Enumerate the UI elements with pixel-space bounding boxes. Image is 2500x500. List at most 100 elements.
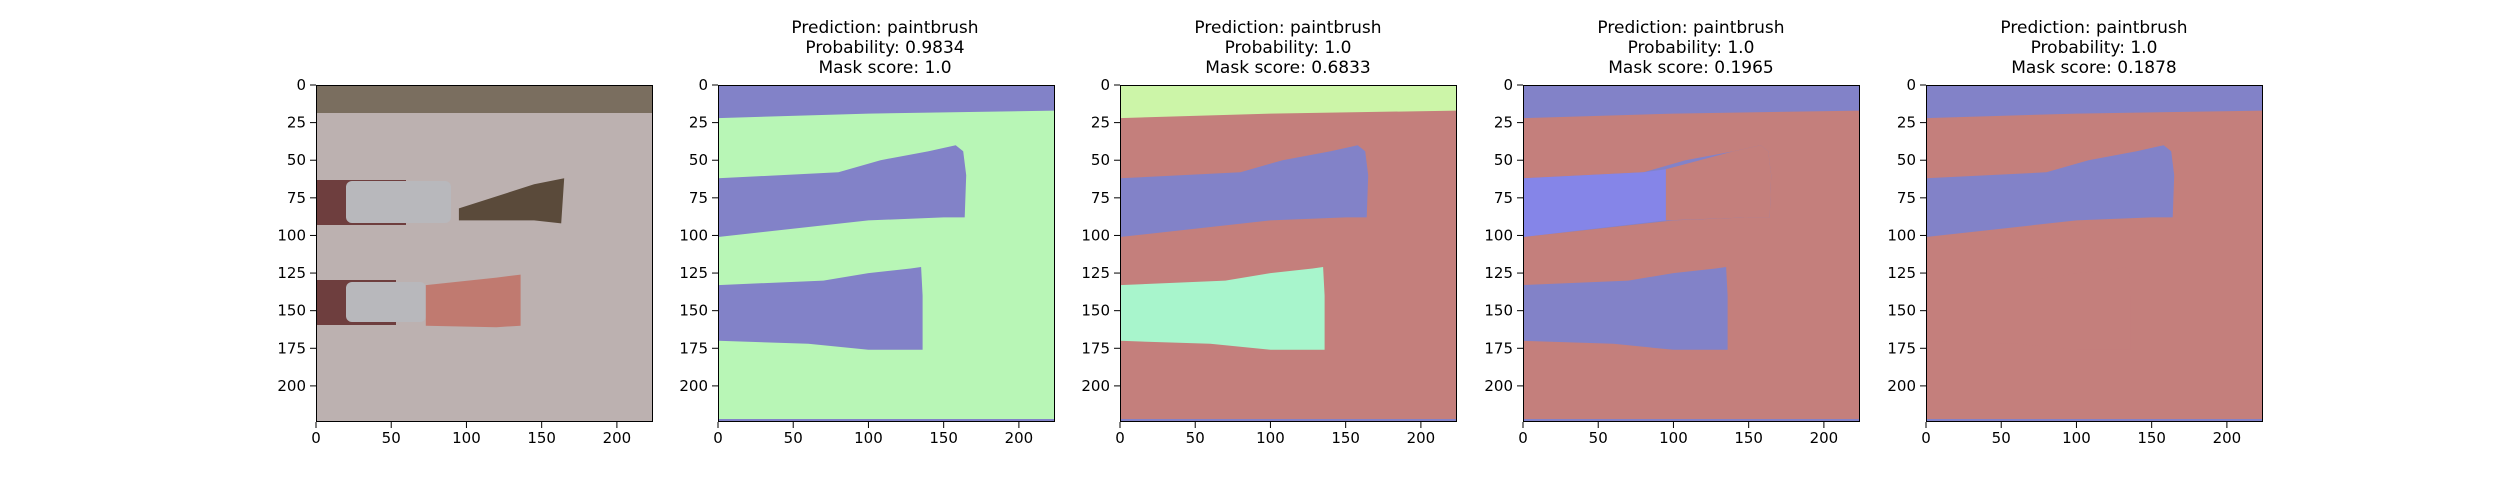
x-tick-label: 150 (1331, 429, 1360, 447)
y-tick-label: 175 (277, 339, 306, 357)
image-plot (1120, 85, 1457, 422)
lower-brush-bristles (425, 274, 521, 328)
y-tick-label: 100 (679, 226, 708, 244)
x-tick-label: 150 (2137, 429, 2166, 447)
panel-title: Prediction: paintbrush Probability: 1.0 … (1884, 18, 2304, 78)
x-tick-label: 100 (1256, 429, 1285, 447)
prediction-label: Prediction: paintbrush (791, 18, 979, 38)
x-tick-label: 0 (1921, 429, 1931, 447)
x-tick-label: 0 (713, 429, 723, 447)
y-tick-label: 25 (1494, 114, 1513, 132)
x-tick-label: 0 (1115, 429, 1125, 447)
mask-upper-brush (1926, 145, 2175, 237)
y-tick-label: 125 (1887, 264, 1916, 282)
y-tick-label: 50 (1494, 151, 1513, 169)
probability-label: Probability: 1.0 (1224, 38, 1352, 58)
y-tick-label: 200 (277, 377, 306, 395)
x-tick-label: 0 (311, 429, 321, 447)
axes-frame (316, 85, 653, 422)
y-tick-label: 50 (287, 151, 306, 169)
panel-title: Prediction: paintbrush Probability: 0.98… (675, 18, 1095, 78)
mask-background (718, 85, 1055, 422)
y-tick-label: 150 (277, 302, 306, 320)
image-plot (718, 85, 1055, 422)
x-tick-label: 150 (527, 429, 556, 447)
y-tick-label: 25 (1091, 114, 1110, 132)
y-tick-label: 150 (679, 302, 708, 320)
y-tick-label: 50 (689, 151, 708, 169)
upper-brush-ferrule (346, 181, 451, 223)
y-tick-label: 25 (689, 114, 708, 132)
y-tick-label: 200 (679, 377, 708, 395)
y-tick-label: 50 (1091, 151, 1110, 169)
y-tick-label: 0 (1503, 76, 1513, 94)
mask-upper-bristles (1665, 145, 1772, 221)
mask-top-region (1120, 85, 1457, 119)
upper-brush-bristles (458, 178, 565, 224)
y-tick-label: 100 (277, 226, 306, 244)
y-tick-label: 150 (1081, 302, 1110, 320)
axes-frame (1523, 85, 1860, 422)
y-tick-label: 100 (1081, 226, 1110, 244)
prediction-label: Prediction: paintbrush (1194, 18, 1382, 38)
x-tick-label: 150 (1734, 429, 1763, 447)
mask-background (1523, 85, 1860, 422)
axes-mask-2: 0 50 100 150 200 0 25 50 75 100 125 150 175 200 (1081, 76, 1457, 447)
y-tick-label: 200 (1484, 377, 1513, 395)
axes-mask-3: 0 50 100 150 200 0 25 50 75 100 125 150 175 200 (1484, 76, 1860, 447)
y-tick-label: 125 (679, 264, 708, 282)
axes-frame (718, 85, 1055, 422)
y-tick-label: 0 (296, 76, 306, 94)
x-tick-label: 100 (854, 429, 883, 447)
x-tick-label: 200 (1810, 429, 1839, 447)
y-tick-label: 75 (1897, 189, 1916, 207)
y-tick-label: 150 (1484, 302, 1513, 320)
image-plot (1523, 85, 1860, 422)
y-tick-label: 0 (698, 76, 708, 94)
y-tick-label: 125 (277, 264, 306, 282)
mask-upper-ferrule (1523, 169, 1666, 237)
panel-mask-2: Prediction: paintbrush Probability: 1.0 … (1078, 0, 1498, 500)
mask-top-region (1523, 85, 1860, 119)
y-tick-label: 75 (287, 189, 306, 207)
y-tick-label: 0 (1100, 76, 1110, 94)
mask-lower-brush (718, 267, 923, 350)
probability-label: Probability: 0.9834 (805, 38, 965, 58)
x-tick-label: 200 (603, 429, 632, 447)
mask-lower-brush (1120, 267, 1325, 350)
x-tick-label: 0 (1518, 429, 1528, 447)
probability-label: Probability: 1.0 (2030, 38, 2158, 58)
mask-score-label: Mask score: 0.6833 (1205, 58, 1371, 78)
image-plot (316, 85, 653, 422)
lower-brush-ferrule (346, 282, 426, 322)
y-tick-label: 75 (689, 189, 708, 207)
axes-mask-4: 0 50 100 150 200 0 25 50 75 100 125 150 175 200 (1887, 76, 2263, 447)
y-tick-label: 125 (1081, 264, 1110, 282)
mask-score-label: Mask score: 0.1878 (2011, 58, 2177, 78)
panel-mask-4: Prediction: paintbrush Probability: 1.0 … (1884, 0, 2304, 500)
x-tick-label: 100 (1659, 429, 1688, 447)
probability-label: Probability: 1.0 (1627, 38, 1755, 58)
mask-top-region (718, 85, 1055, 119)
panel-mask-3: Prediction: paintbrush Probability: 1.0 … (1481, 0, 1901, 500)
panel-title: Prediction: paintbrush Probability: 1.0 … (1481, 18, 1901, 78)
y-tick-label: 175 (1081, 339, 1110, 357)
panel-title: Prediction: paintbrush Probability: 1.0 … (1078, 18, 1498, 78)
y-tick-label: 25 (1897, 114, 1916, 132)
y-tick-label: 25 (287, 114, 306, 132)
mask-lower-brush (1926, 267, 2131, 350)
axes-frame (1926, 85, 2263, 422)
y-tick-label: 100 (1484, 226, 1513, 244)
mask-score-label: Mask score: 0.1965 (1608, 58, 1774, 78)
mask-top-region (1926, 85, 2263, 119)
photo-top-band (316, 85, 653, 113)
y-tick-label: 200 (1887, 377, 1916, 395)
x-tick-label: 50 (784, 429, 803, 447)
axes-mask-1: 0 50 100 150 200 0 25 50 75 100 125 150 175 200 (679, 76, 1055, 447)
y-tick-label: 175 (1887, 339, 1916, 357)
photo-background (316, 85, 653, 422)
mask-upper-brush (1120, 145, 1369, 237)
mask-background (1120, 85, 1457, 422)
mask-background (1926, 85, 2263, 422)
image-plot (1926, 85, 2263, 422)
